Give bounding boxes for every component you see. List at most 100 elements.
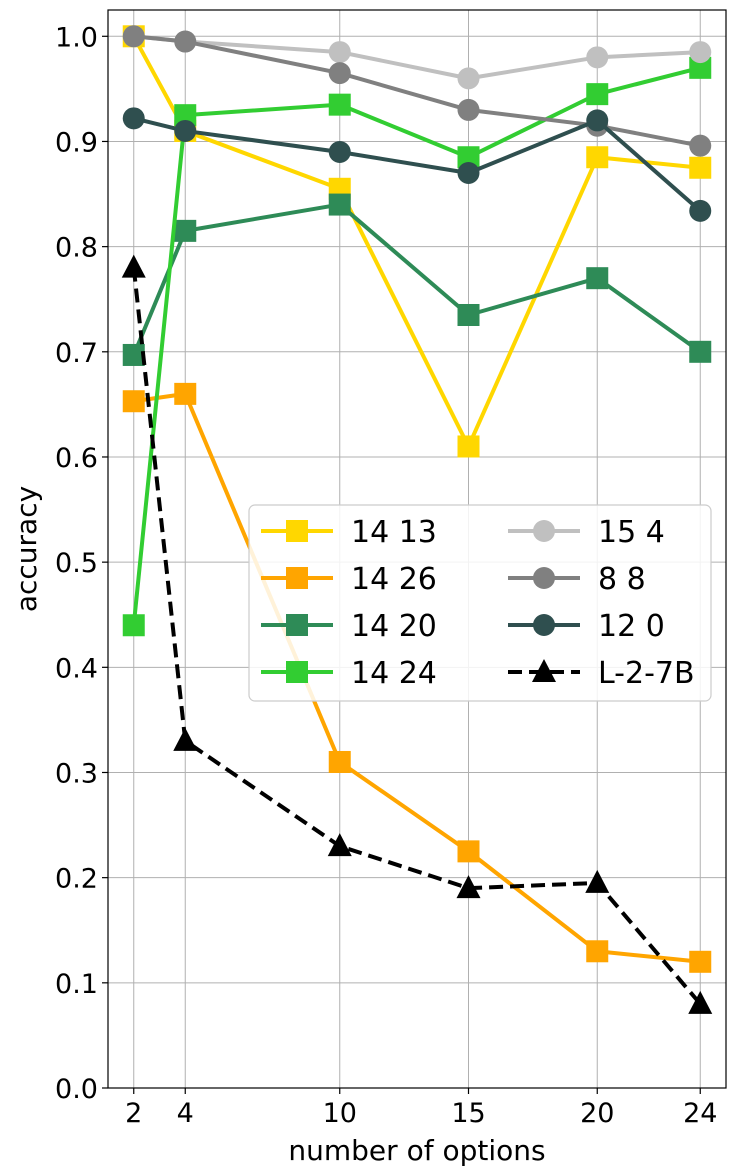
series-2 (122, 193, 712, 366)
data-point (689, 56, 712, 79)
legend-label: L-2-7B (598, 656, 695, 691)
data-point (328, 41, 351, 64)
legend-item: 12 0 (508, 609, 665, 644)
legend-item: 14 20 (261, 609, 437, 644)
data-point (585, 869, 610, 893)
legend-label: 14 13 (351, 515, 437, 550)
data-point (586, 940, 609, 963)
data-point (457, 162, 480, 185)
data-point (328, 140, 351, 163)
y-axis-label: accuracy (10, 486, 43, 612)
y-tick-label: 0.4 (55, 653, 98, 684)
data-point (457, 98, 480, 121)
data-point (457, 303, 480, 326)
data-point (173, 727, 198, 751)
data-point (689, 950, 712, 973)
y-tick-label: 0.2 (55, 864, 98, 895)
data-point (689, 340, 712, 363)
data-point (174, 104, 197, 127)
data-point (328, 62, 351, 85)
series-line (131, 65, 701, 626)
series-4 (122, 25, 712, 90)
data-point (121, 254, 146, 278)
data-point (586, 267, 609, 290)
legend-marker (533, 520, 555, 542)
data-point (174, 119, 197, 142)
series-line (133, 116, 702, 213)
data-point (586, 83, 609, 106)
data-point (122, 343, 145, 366)
x-tick-label: 24 (683, 1098, 717, 1129)
legend-marker (533, 567, 555, 589)
x-tick-label: 4 (177, 1098, 194, 1129)
series-7 (121, 254, 713, 1014)
legend-label: 14 26 (351, 562, 437, 597)
legend-item: 14 13 (261, 515, 437, 550)
legend-item: 14 26 (261, 562, 437, 597)
data-point (457, 146, 480, 169)
y-tick-label: 0.1 (55, 969, 98, 1000)
legend-item: 15 4 (508, 515, 665, 550)
data-point (457, 840, 480, 863)
data-point (457, 435, 480, 458)
data-point (456, 875, 481, 899)
data-point (327, 833, 352, 857)
series-5 (122, 25, 712, 157)
y-tick-label: 0.6 (55, 443, 98, 474)
y-tick-label: 0.8 (55, 233, 98, 264)
legend: 14 13 14 26 14 20 14 24 15 4 8 8 12 0 L-2-7B (248, 504, 712, 702)
series-6 (122, 107, 712, 222)
data-point (328, 93, 351, 116)
data-point (689, 41, 712, 64)
legend-item: 8 8 (508, 562, 646, 597)
series-3 (122, 56, 712, 637)
data-point (457, 67, 480, 90)
y-tick-label: 0.0 (55, 1074, 98, 1105)
legend-label: 8 8 (598, 562, 646, 597)
plot-frame (107, 9, 727, 1089)
y-tick-label: 1.0 (55, 22, 98, 53)
x-tick-label: 15 (451, 1098, 485, 1129)
ticks: 2 4 10 15 20 240.00.10.20.30.40.50.60.70.80.9… (55, 22, 717, 1129)
series-0 (122, 25, 712, 458)
series-layer (121, 25, 713, 1014)
y-tick-label: 0.5 (55, 548, 98, 579)
legend-marker (286, 661, 308, 683)
data-point (689, 199, 712, 222)
y-tick-label: 0.9 (55, 127, 98, 158)
data-point (688, 990, 713, 1014)
legend-item: 14 24 (261, 656, 437, 691)
data-point (586, 46, 609, 69)
data-point (328, 193, 351, 216)
legend-marker (532, 659, 556, 682)
legend-marker (286, 567, 308, 589)
data-point (174, 219, 197, 242)
legend-item: L-2-7B (508, 656, 695, 691)
data-point (586, 146, 609, 169)
data-point (689, 156, 712, 179)
legend-box (248, 504, 712, 702)
data-point (122, 107, 145, 130)
data-point (174, 30, 197, 53)
series-line (131, 35, 701, 449)
x-axis-label: number of options (288, 1134, 545, 1167)
series-line (133, 34, 701, 81)
x-tick-label: 10 (323, 1098, 357, 1129)
legend-marker (533, 614, 555, 636)
legend-label: 15 4 (598, 515, 665, 550)
data-point (174, 382, 197, 405)
data-point (328, 750, 351, 773)
x-tick-label: 2 (125, 1098, 142, 1129)
legend-marker (286, 520, 308, 542)
legend-label: 12 0 (598, 609, 665, 644)
legend-label: 14 20 (351, 609, 437, 644)
series-line (131, 267, 702, 1006)
data-point (122, 390, 145, 413)
y-tick-label: 0.7 (55, 338, 98, 369)
data-point (586, 109, 609, 132)
data-point (689, 134, 712, 157)
x-tick-label: 20 (580, 1098, 614, 1129)
series-1 (122, 382, 712, 973)
legend-marker (286, 614, 308, 636)
